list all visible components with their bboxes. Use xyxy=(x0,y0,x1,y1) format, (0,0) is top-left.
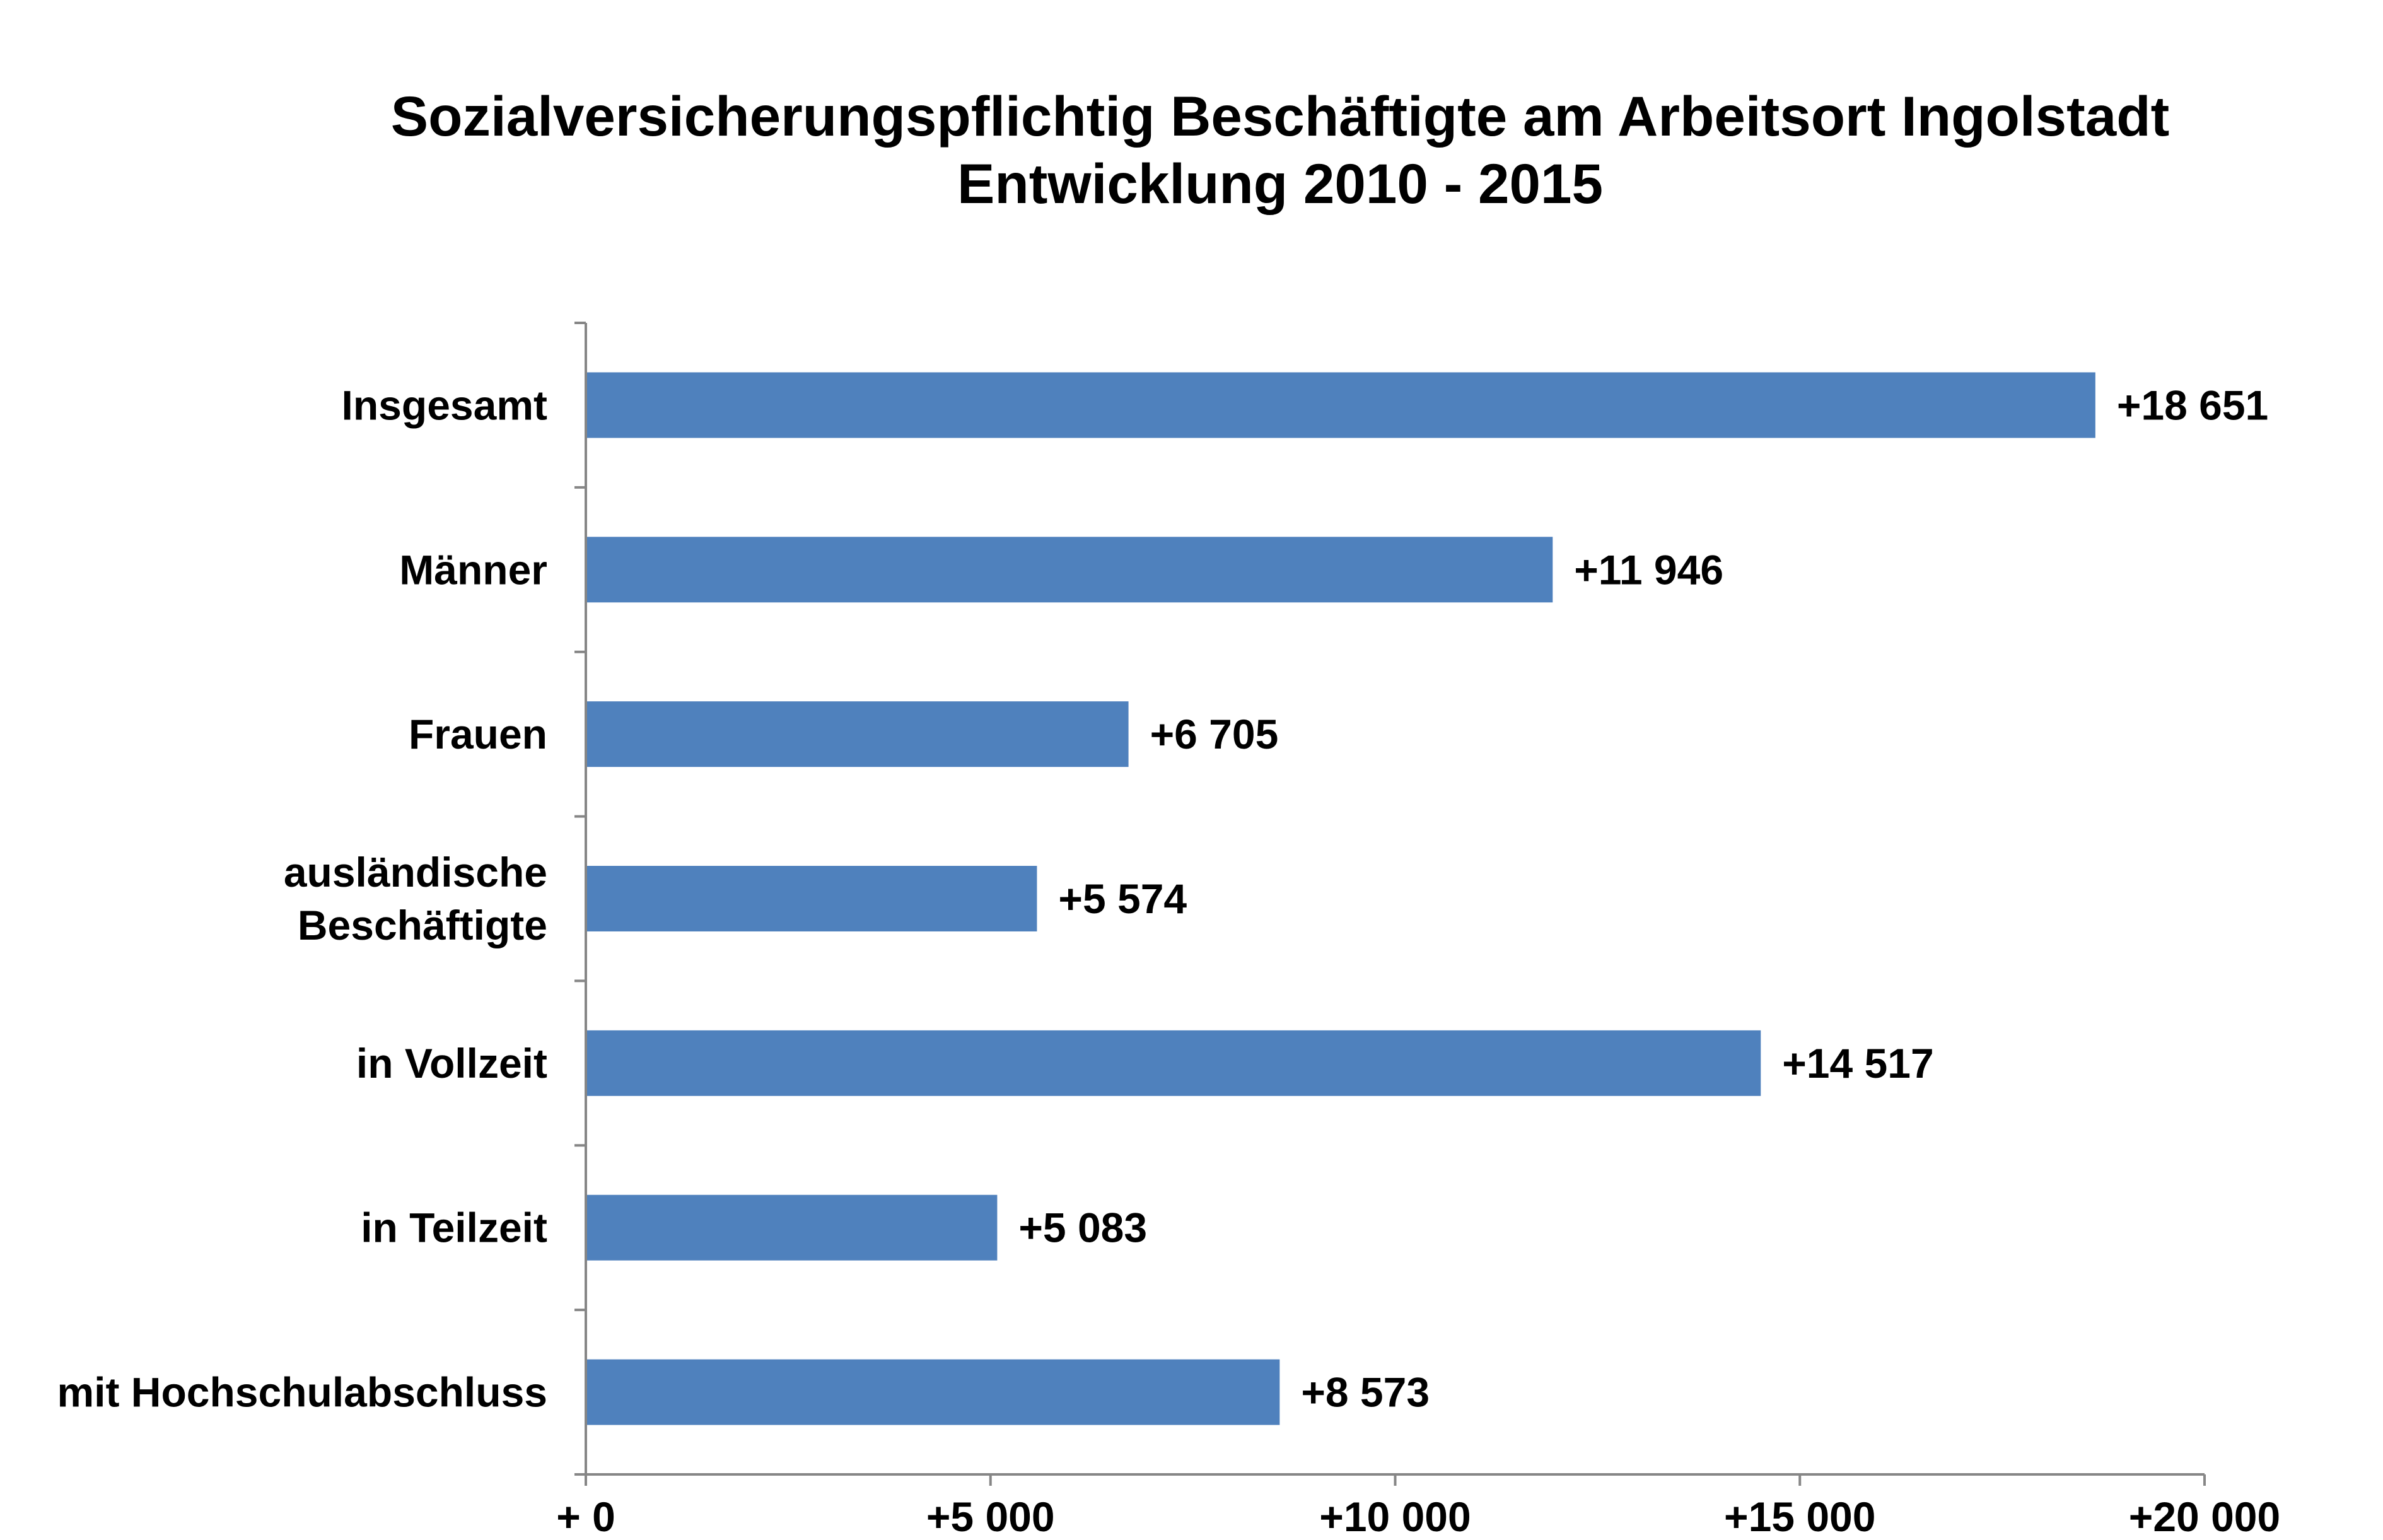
category-label-4-line-2: Beschäftigte xyxy=(298,902,547,948)
category-label-4-line-1: ausländische xyxy=(284,849,547,895)
category-label-3: Frauen xyxy=(409,711,547,757)
bar-3 xyxy=(586,701,1129,767)
data-label-5: +14 517 xyxy=(1782,1040,1933,1087)
x-tick-label-5: +20 000 xyxy=(2129,1493,2280,1540)
data-label-2: +11 946 xyxy=(1574,546,1723,593)
category-label-5: in Vollzeit xyxy=(356,1040,547,1087)
category-label-2: Männer xyxy=(399,546,547,593)
axes: + 0 +5 000 +10 000 +15 000 +20 000 xyxy=(556,322,2280,1540)
bar-1 xyxy=(586,372,2095,438)
data-label-6: +5 083 xyxy=(1018,1205,1147,1251)
data-label-1: +18 651 xyxy=(2117,382,2268,428)
category-label-7: mit Hochschulabschluss xyxy=(57,1369,547,1416)
bar-2 xyxy=(586,537,1553,603)
data-labels: +18 651 +11 946 +6 705 +5 574 +14 517 +5 083 +… xyxy=(1018,382,2268,1415)
bar-6 xyxy=(586,1194,998,1261)
data-label-4: +5 574 xyxy=(1058,875,1187,922)
bars xyxy=(586,372,2095,1425)
data-label-7: +8 573 xyxy=(1301,1369,1430,1416)
chart-title: Sozialversicherungspflichtig Beschäftigt… xyxy=(391,85,2170,215)
category-labels: Insgesamt Männer Frauen ausländische Beschäf… xyxy=(57,382,547,1415)
bar-7 xyxy=(586,1359,1280,1425)
x-tick-label-3: +10 000 xyxy=(1319,1493,1471,1540)
bar-4 xyxy=(586,866,1037,931)
chart-title-line-2: Entwicklung 2010 - 2015 xyxy=(957,152,1603,215)
category-label-6: in Teilzeit xyxy=(361,1205,547,1251)
x-tick-label-1: + 0 xyxy=(556,1493,615,1540)
x-tick-label-4: +15 000 xyxy=(1724,1493,1875,1540)
x-tick-label-2: +5 000 xyxy=(926,1493,1055,1540)
data-label-3: +6 705 xyxy=(1150,711,1279,757)
category-label-1: Insgesamt xyxy=(342,382,547,428)
chart-title-line-1: Sozialversicherungspflichtig Beschäftigt… xyxy=(391,85,2170,148)
bar-5 xyxy=(586,1030,1761,1096)
